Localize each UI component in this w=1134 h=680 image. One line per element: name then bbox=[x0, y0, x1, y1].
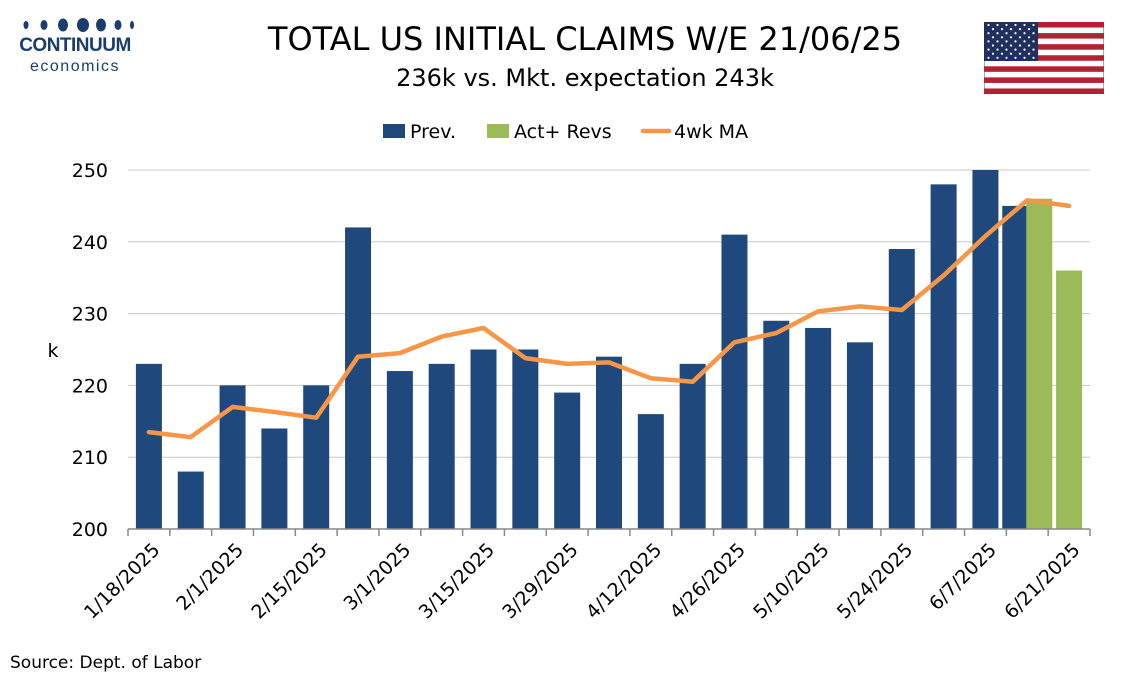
ma-line-layer bbox=[146, 197, 1072, 440]
bar-prev bbox=[972, 170, 999, 529]
bar-prev bbox=[637, 414, 664, 529]
bar-prev bbox=[386, 371, 413, 529]
bar-prev bbox=[303, 385, 330, 529]
source-note: Source: Dept. of Labor bbox=[10, 653, 202, 673]
y-tick-label: 250 bbox=[72, 160, 108, 182]
y-tick-label: 230 bbox=[72, 304, 108, 326]
chart-subtitle: 236k vs. Mkt. expectation 243k bbox=[396, 64, 774, 92]
bar-prev bbox=[596, 356, 622, 529]
x-tick-label: 4/26/2025 bbox=[666, 539, 750, 623]
bars bbox=[135, 170, 1083, 530]
x-tick-label: 6/21/2025 bbox=[1000, 539, 1084, 623]
x-tick-label: 3/1/2025 bbox=[340, 539, 416, 615]
legend-swatch-actual bbox=[487, 124, 509, 138]
x-tick-label: 5/10/2025 bbox=[749, 539, 833, 623]
y-tick-label: 220 bbox=[72, 375, 108, 397]
bar-prev bbox=[470, 349, 497, 529]
logo-dots-icon bbox=[23, 18, 134, 32]
bar-prev bbox=[846, 342, 873, 529]
bar-prev bbox=[554, 392, 581, 529]
bar-actual bbox=[1056, 270, 1083, 529]
bar-prev bbox=[888, 248, 915, 530]
legend-label-ma: 4wk MA bbox=[674, 121, 748, 143]
x-tick-label: 2/15/2025 bbox=[247, 539, 331, 623]
bar-prev bbox=[679, 363, 706, 529]
x-tick-label: 6/7/2025 bbox=[925, 539, 1001, 615]
x-tick-label: 3/29/2025 bbox=[498, 539, 582, 623]
x-tick-label: 4/12/2025 bbox=[582, 539, 666, 623]
bar-prev bbox=[763, 320, 790, 529]
chart-title: TOTAL US INITIAL CLAIMS W/E 21/06/25 bbox=[267, 20, 903, 58]
x-tick-label: 1/18/2025 bbox=[80, 539, 164, 623]
legend: Prev. Act+ Revs 4wk MA bbox=[383, 121, 748, 143]
continuum-logo: CONTINUUM economics bbox=[10, 14, 140, 78]
us-flag-icon bbox=[984, 22, 1104, 94]
y-axis-label: k bbox=[47, 340, 58, 362]
bar-prev bbox=[721, 234, 748, 529]
bar-prev bbox=[428, 363, 455, 529]
legend-label-prev: Prev. bbox=[410, 121, 456, 143]
bar-prev bbox=[930, 184, 957, 530]
legend-label-actual: Act+ Revs bbox=[514, 121, 612, 143]
x-tick-label: 3/15/2025 bbox=[415, 539, 499, 623]
bar-actual bbox=[1026, 198, 1053, 529]
y-tick-label: 200 bbox=[72, 519, 108, 541]
logo-subtitle: economics bbox=[30, 58, 120, 75]
x-tick-label: 5/24/2025 bbox=[833, 539, 917, 623]
bar-prev bbox=[177, 471, 204, 529]
bar-prev bbox=[345, 227, 372, 529]
bar-prev bbox=[261, 428, 288, 529]
legend-swatch-prev bbox=[383, 124, 405, 138]
bar-prev bbox=[1002, 205, 1029, 529]
bar-prev bbox=[135, 363, 162, 529]
y-tick-label: 240 bbox=[72, 232, 108, 254]
x-tick-label: 2/1/2025 bbox=[172, 539, 248, 615]
logo-name: CONTINUUM bbox=[19, 35, 131, 56]
bar-prev bbox=[512, 349, 539, 529]
bar-prev bbox=[805, 327, 832, 529]
y-tick-label: 210 bbox=[72, 447, 108, 469]
